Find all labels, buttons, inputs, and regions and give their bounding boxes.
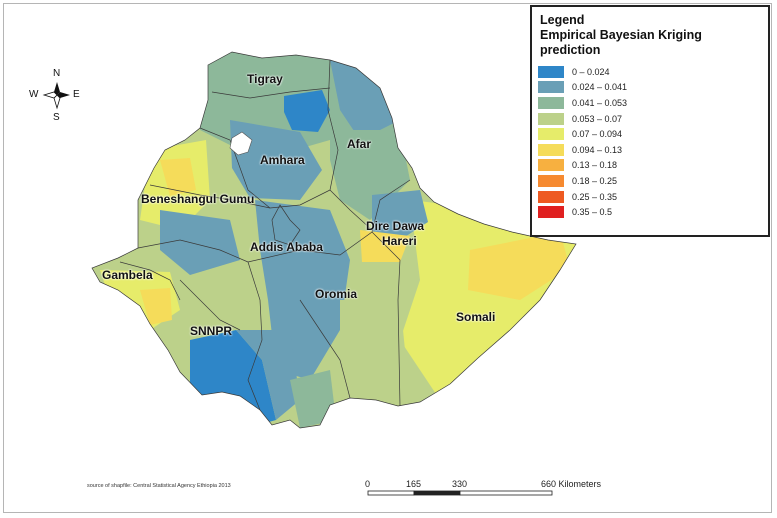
compass-east: E — [73, 89, 80, 100]
region-label-snnpr: SNNPR — [190, 324, 233, 338]
region-label-dire-dawa: Dire Dawa — [366, 219, 425, 233]
region-label-hareri: Hareri — [382, 234, 417, 248]
legend-swatch — [538, 206, 564, 219]
legend-label: 0.094 – 0.13 — [572, 144, 623, 155]
legend-swatch — [538, 128, 564, 141]
region-label-beneshangul: Beneshangul Gumu — [141, 192, 255, 206]
scale-label-660: 660 Kilometers — [541, 479, 602, 489]
scale-label-330: 330 — [452, 479, 468, 489]
source-note: source of shapfile: Central Statistical … — [87, 483, 231, 489]
scale-label-0: 0 — [365, 479, 371, 489]
legend-label: 0.25 – 0.35 — [572, 191, 618, 202]
legend-item: 0.041 – 0.053 — [538, 95, 627, 111]
legend-swatch — [538, 81, 564, 94]
legend-swatch — [538, 112, 564, 125]
compass-west: W — [29, 89, 39, 100]
legend-subtitle: Empirical Bayesian Kriging prediction — [540, 28, 702, 57]
legend-item: 0.053 – 0.07 — [538, 111, 627, 127]
legend-label: 0.13 – 0.18 — [572, 160, 618, 171]
legend-item: 0 – 0.024 — [538, 64, 627, 80]
legend-swatch — [538, 143, 564, 156]
legend-label: 0.07 – 0.094 — [572, 129, 623, 140]
legend-item: 0.18 – 0.25 — [538, 173, 627, 189]
legend-item: 0.13 – 0.18 — [538, 158, 627, 174]
legend-item: 0.25 – 0.35 — [538, 189, 627, 205]
legend-swatch — [538, 174, 564, 187]
region-label-oromia: Oromia — [315, 287, 358, 301]
legend-label: 0.18 – 0.25 — [572, 175, 618, 186]
legend-swatch — [538, 159, 564, 172]
legend-label: 0.35 – 0.5 — [572, 207, 613, 218]
legend-label: 0 – 0.024 — [572, 66, 610, 77]
legend-label: 0.024 – 0.041 — [572, 82, 628, 93]
legend-label: 0.053 – 0.07 — [572, 113, 623, 124]
legend-swatch — [538, 190, 564, 203]
scale-bar — [367, 490, 553, 496]
legend-item: 0.07 – 0.094 — [538, 126, 627, 142]
compass-north: N — [53, 68, 61, 79]
region-label-amhara: Amhara — [260, 153, 305, 167]
compass-south: S — [53, 112, 60, 123]
prediction-surface — [92, 52, 576, 428]
legend-item: 0.35 – 0.5 — [538, 204, 627, 220]
region-label-tigray: Tigray — [247, 72, 283, 86]
north-arrow-icon — [42, 82, 70, 110]
region-label-somali: Somali — [456, 310, 496, 324]
legend-label: 0.041 – 0.053 — [572, 97, 628, 108]
region-label-addis-ababa: Addis Ababa — [250, 240, 323, 254]
legend-item: 0.094 – 0.13 — [538, 142, 627, 158]
region-label-gambela: Gambela — [102, 268, 153, 282]
map-frame — [3, 3, 772, 513]
lake-tana — [229, 131, 253, 156]
legend-list: 0 – 0.024 0.024 – 0.041 0.041 – 0.053 0.… — [538, 64, 627, 220]
legend-title: Legend — [540, 13, 585, 27]
legend-swatch — [538, 96, 564, 109]
map-legend: Legend Empirical Bayesian Kriging predic… — [530, 5, 770, 237]
legend-swatch — [538, 65, 564, 78]
region-boundaries — [91, 51, 577, 429]
legend-item: 0.024 – 0.041 — [538, 80, 627, 96]
scale-label-165: 165 — [406, 479, 422, 489]
region-label-afar: Afar — [347, 137, 372, 151]
